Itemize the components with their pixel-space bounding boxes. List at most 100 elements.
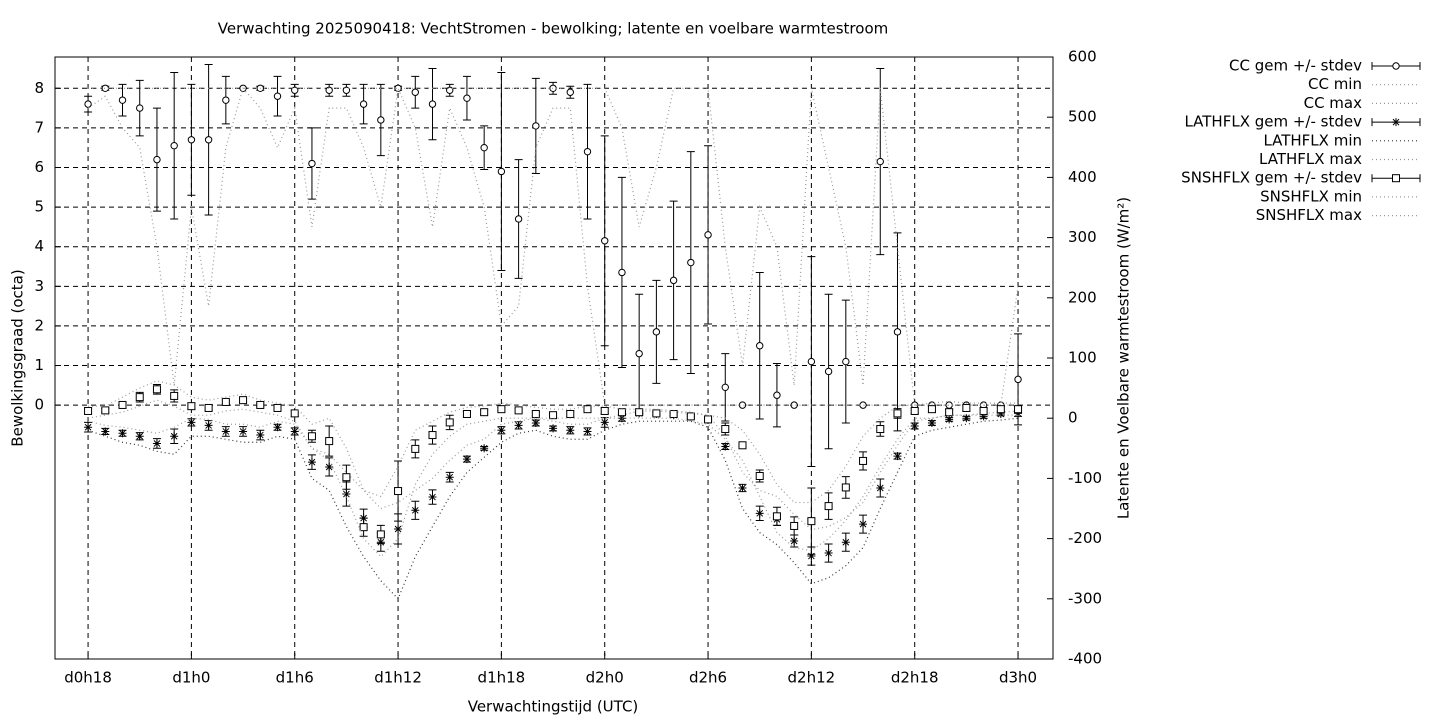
point [445, 473, 454, 482]
y-tick-label: 2 [34, 316, 44, 334]
point [221, 397, 230, 406]
x-tick-label: d2h12 [788, 669, 836, 687]
point [118, 400, 127, 409]
point [721, 442, 730, 451]
point [514, 215, 523, 223]
y2-tick-label: 500 [1068, 108, 1097, 126]
point [118, 429, 127, 438]
point [480, 444, 489, 453]
point [566, 88, 574, 96]
legend-marker [1392, 174, 1400, 183]
x-tick-label: d1h0 [172, 669, 210, 687]
point [1014, 409, 1023, 418]
point [635, 349, 643, 358]
y2-tick-label: 0 [1068, 409, 1078, 427]
point [945, 408, 954, 417]
point [428, 100, 437, 108]
point [686, 412, 695, 421]
point [756, 342, 764, 350]
point [462, 455, 471, 464]
point [824, 549, 833, 558]
point [514, 421, 523, 430]
point [807, 517, 816, 526]
point [221, 427, 230, 436]
point [910, 406, 919, 415]
point [531, 419, 540, 428]
point [239, 396, 248, 405]
point [979, 412, 988, 421]
point [583, 147, 592, 156]
point [738, 441, 747, 450]
point [927, 405, 936, 414]
point [652, 328, 661, 336]
point [307, 458, 316, 467]
point [462, 409, 471, 418]
point [549, 411, 558, 420]
point [600, 418, 609, 427]
point [135, 432, 144, 441]
y-tick-label: 4 [34, 237, 44, 255]
y2-tick-label: 100 [1068, 349, 1097, 367]
point [101, 406, 110, 415]
point [704, 231, 712, 239]
y2-tick-label: 400 [1068, 168, 1097, 186]
chart-title: Verwachting 2025090418: VechtStromen - b… [218, 20, 889, 38]
y-tick-label: 7 [34, 118, 44, 136]
y2-tick-label: 300 [1068, 228, 1097, 246]
point [773, 391, 781, 399]
point [601, 237, 609, 245]
y2-tick-label: -400 [1068, 650, 1102, 668]
x-axis-label: Verwachtingstijd (UTC) [468, 698, 639, 716]
point [807, 357, 816, 366]
point [531, 409, 540, 418]
point [514, 406, 523, 415]
y-tick-label: 1 [34, 356, 44, 374]
point [497, 167, 506, 176]
y-axis-label: Bewolkingsgraad (octa) [9, 269, 27, 446]
point [411, 88, 419, 96]
x-tick-label: d3h0 [999, 669, 1037, 687]
point [256, 400, 265, 409]
point [273, 403, 282, 412]
y2-tick-label: -200 [1068, 529, 1102, 547]
point [359, 100, 368, 108]
point [532, 122, 540, 130]
point [669, 276, 678, 285]
point [187, 136, 196, 144]
point [600, 406, 609, 415]
point [876, 157, 884, 166]
point [893, 409, 902, 418]
point [755, 509, 764, 518]
point [152, 439, 161, 448]
legend-marker [1392, 118, 1400, 127]
x-tick-label: d1h6 [276, 669, 314, 687]
point [463, 94, 471, 102]
legend-label: SNSHFLX min [1260, 187, 1362, 205]
x-tick-label: d2h0 [586, 669, 624, 687]
legend-label: CC max [1304, 94, 1363, 112]
y2-tick-label: -100 [1068, 469, 1102, 487]
point [480, 143, 488, 152]
legend-label: LATHFLX max [1259, 150, 1362, 168]
point [893, 452, 902, 461]
point [807, 552, 816, 561]
point [290, 427, 299, 436]
point [687, 258, 695, 267]
point [325, 437, 334, 446]
point [841, 538, 850, 547]
point [342, 490, 351, 499]
legend-label: SNSHFLX gem +/- stdev [1181, 169, 1362, 187]
point [239, 427, 248, 436]
x-tick-label: d1h12 [374, 669, 422, 687]
point [566, 409, 575, 418]
point [394, 524, 403, 533]
point [910, 422, 919, 431]
point [101, 84, 109, 92]
point [755, 471, 764, 480]
point [583, 405, 592, 414]
y-tick-label: 3 [34, 277, 44, 295]
point [1014, 405, 1023, 414]
dotted-line [87, 86, 1019, 406]
point [307, 432, 316, 441]
point [273, 92, 282, 100]
